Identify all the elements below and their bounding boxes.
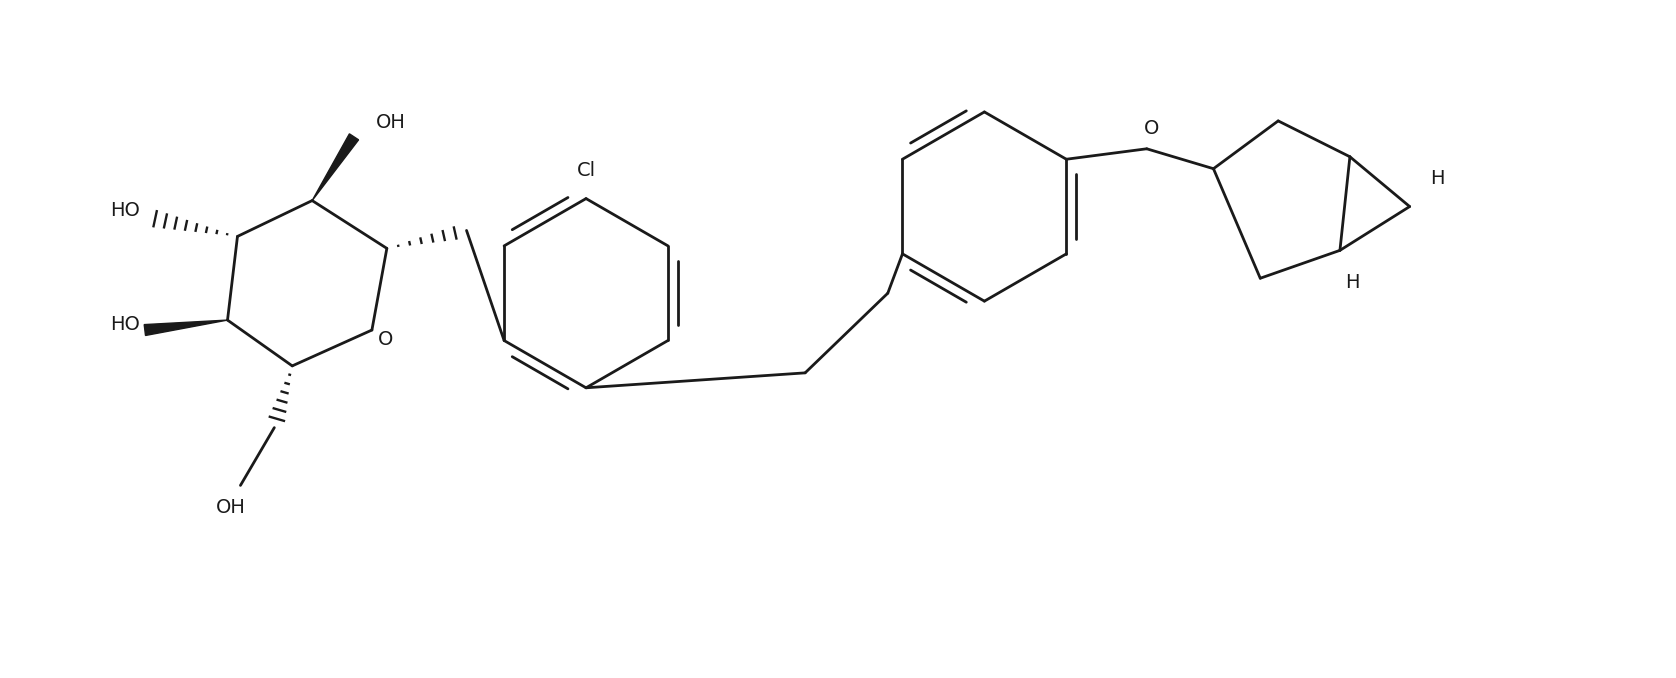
- Polygon shape: [144, 320, 228, 336]
- Text: O: O: [379, 330, 394, 349]
- Polygon shape: [312, 134, 359, 201]
- Text: H: H: [1344, 273, 1359, 292]
- Text: HO: HO: [111, 201, 139, 220]
- Text: HO: HO: [111, 315, 139, 334]
- Text: OH: OH: [375, 113, 406, 132]
- Text: Cl: Cl: [577, 161, 595, 180]
- Text: OH: OH: [216, 498, 245, 517]
- Text: O: O: [1145, 119, 1160, 138]
- Text: H: H: [1430, 169, 1445, 188]
